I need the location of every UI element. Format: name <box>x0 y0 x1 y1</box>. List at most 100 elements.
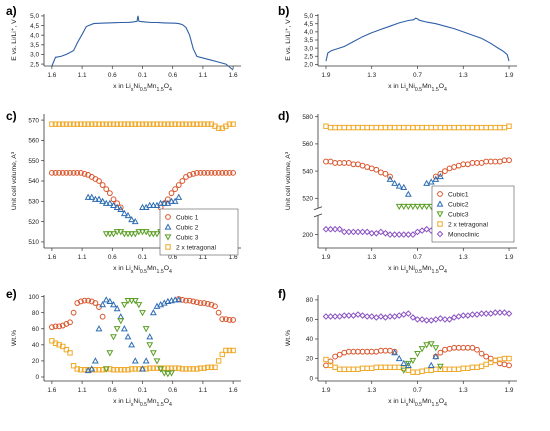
x-axis-label: x in LixNi0.5Mn1.5O4 <box>388 83 447 93</box>
data-point <box>164 297 172 305</box>
legend-entry: Cubic 3 <box>176 234 199 241</box>
data-point <box>154 121 160 127</box>
data-point <box>215 309 222 316</box>
voltage-curve <box>325 17 510 62</box>
y-tick-label: 4,0 <box>304 29 313 36</box>
data-point <box>67 350 73 356</box>
data-point <box>84 193 92 200</box>
data-point <box>107 121 113 127</box>
data-point <box>442 346 448 353</box>
panel-label: b) <box>278 4 289 18</box>
data-point <box>110 334 117 341</box>
data-point <box>400 367 408 374</box>
data-point <box>423 342 431 349</box>
data-point <box>95 195 103 202</box>
x-tick-label: 1.9 <box>322 254 331 261</box>
data-point <box>432 352 440 360</box>
data-point <box>437 170 444 177</box>
data-point <box>186 366 193 372</box>
data-point <box>96 367 102 373</box>
y-tick-label: 5,0 <box>30 13 39 20</box>
legend-marker <box>437 221 443 227</box>
data-point <box>131 217 139 225</box>
data-point <box>204 169 211 176</box>
data-point <box>442 366 448 372</box>
data-point <box>120 325 128 332</box>
data-point <box>368 313 376 320</box>
x-tick-label: 1.3 <box>367 387 376 394</box>
legend-marker <box>437 191 443 197</box>
data-point <box>460 365 466 371</box>
data-point <box>404 190 412 197</box>
data-point <box>74 121 80 127</box>
data-point <box>482 310 490 317</box>
data-point <box>226 317 233 323</box>
data-point <box>164 371 172 378</box>
data-point <box>114 121 120 127</box>
data-point <box>186 172 193 178</box>
data-point <box>89 121 95 127</box>
legend-entry: Cubic 2 <box>176 224 199 231</box>
data-point <box>99 301 107 308</box>
data-point <box>331 313 339 320</box>
data-point <box>373 124 380 131</box>
data-point <box>168 190 175 197</box>
data-point <box>193 299 200 306</box>
data-point <box>171 197 179 204</box>
data-point <box>332 124 338 131</box>
data-point <box>157 366 165 373</box>
data-point <box>506 123 512 129</box>
data-point <box>346 366 352 372</box>
data-point <box>483 124 489 131</box>
y-tick-label: 580 <box>302 114 313 121</box>
data-point <box>197 365 204 371</box>
data-point <box>373 364 380 371</box>
data-point <box>423 203 431 211</box>
data-point <box>165 121 171 127</box>
data-point <box>359 312 366 319</box>
data-point <box>113 229 121 236</box>
data-point <box>128 231 136 238</box>
data-point <box>418 203 426 211</box>
data-point <box>418 227 426 234</box>
data-point <box>400 311 408 318</box>
data-point <box>118 367 124 373</box>
data-point <box>423 317 430 324</box>
data-point <box>190 170 197 177</box>
data-point <box>327 225 334 233</box>
data-point <box>157 121 164 127</box>
data-point <box>230 169 237 176</box>
data-point <box>102 199 110 206</box>
data-point <box>492 309 499 316</box>
y-tick-label: 0 <box>309 375 313 382</box>
data-point <box>327 124 334 131</box>
data-point <box>110 367 117 373</box>
data-point <box>106 350 114 357</box>
data-point <box>88 193 96 200</box>
data-point <box>150 365 157 371</box>
data-point <box>212 169 218 176</box>
data-point <box>331 225 339 233</box>
data-point <box>142 357 150 364</box>
data-point <box>327 313 334 320</box>
data-point <box>190 298 197 305</box>
data-point <box>172 186 179 193</box>
y-tick-label: 520 <box>302 195 313 202</box>
data-point <box>501 309 508 316</box>
x-tick-label: 1.1 <box>198 387 207 394</box>
data-point <box>323 362 329 369</box>
data-point <box>478 363 485 370</box>
series-cubic-3 <box>102 298 175 378</box>
series-2-x-tetragonal <box>323 355 512 375</box>
data-point <box>409 314 417 321</box>
data-point <box>386 313 394 320</box>
data-point <box>354 228 362 236</box>
y-tick-label: 570 <box>28 117 39 124</box>
data-point <box>52 340 59 346</box>
data-point <box>139 203 146 210</box>
data-point <box>194 121 200 127</box>
data-point <box>96 121 102 127</box>
y-axis-label: E vs. Li/Li⁺, V <box>285 19 292 61</box>
data-point <box>414 369 421 375</box>
data-point <box>432 173 439 180</box>
